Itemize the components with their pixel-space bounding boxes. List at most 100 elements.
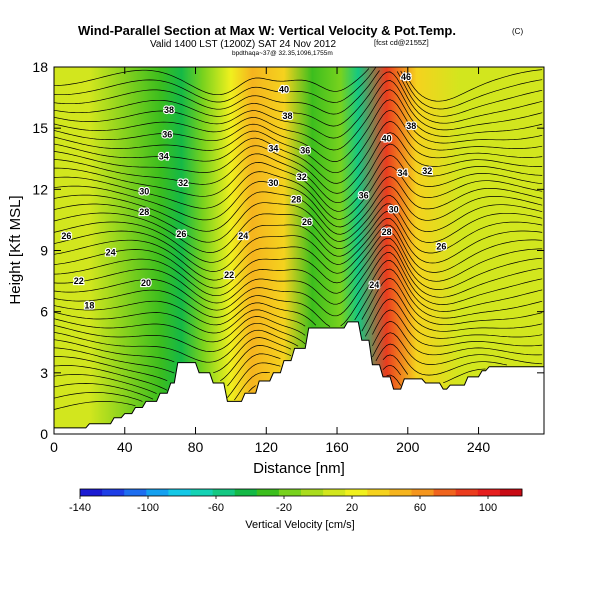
isentrope-line (54, 401, 136, 410)
colorbar-tick-label: 100 (479, 502, 497, 514)
x-tick-label: 200 (396, 439, 420, 455)
contour-label: 32 (178, 178, 188, 188)
colorbar-segment (146, 489, 169, 496)
isentrope-line (54, 224, 543, 281)
colorbar-segment (411, 489, 434, 496)
colorbar-segment (124, 489, 147, 496)
isentrope-line (54, 211, 543, 263)
x-axis-label: Distance [nm] (253, 460, 345, 477)
contour-label: 22 (224, 270, 234, 280)
colorbar-segment (433, 489, 457, 496)
contour-label: 40 (382, 133, 392, 143)
contour-label: 28 (139, 207, 149, 217)
isentrope-line (54, 217, 543, 272)
colorbar-segment (278, 489, 302, 496)
isentrope-line (54, 80, 543, 139)
title-mark: (C) (512, 27, 523, 36)
colorbar-tick-label: 60 (414, 502, 426, 514)
isentrope-line (54, 176, 543, 228)
isentrope-line (54, 143, 543, 204)
x-tick-label: 80 (188, 439, 204, 455)
isentrope-line (54, 70, 543, 117)
colorbar-segment (102, 489, 125, 496)
contour-label: 26 (302, 217, 312, 227)
y-tick-label: 15 (32, 120, 48, 136)
y-tick-label: 3 (40, 365, 48, 381)
colorbar-tick-label: -100 (137, 502, 159, 514)
y-tick-label: 18 (32, 59, 48, 75)
isentrope-line (54, 260, 543, 327)
colorbar-frame (79, 488, 523, 497)
contour-label: 30 (389, 205, 399, 215)
isentrope-line (54, 68, 543, 102)
isentrope-line (54, 237, 543, 297)
colorbar (79, 488, 523, 497)
isentrope-line (54, 195, 543, 243)
isentrope-line (54, 89, 543, 151)
contour-label: 34 (159, 152, 169, 162)
colorbar-segment (301, 489, 324, 496)
isentrope-line (54, 99, 543, 162)
colorbar-segment (477, 489, 501, 496)
isentrope-line (54, 231, 543, 289)
colorbar-segment (190, 489, 213, 496)
contour-label: 30 (139, 186, 149, 196)
contour-label: 46 (401, 72, 411, 82)
isentrope-line (54, 186, 543, 235)
colorbar-tick-label: -20 (276, 502, 292, 514)
isentrope-line (54, 120, 543, 184)
colorbar-tick-label: 20 (346, 502, 358, 514)
contour-label: 26 (436, 241, 446, 251)
isentrope-line (54, 343, 507, 387)
colorbar-segment (499, 489, 523, 496)
colorbar-segment (345, 489, 368, 496)
contour-label: 24 (106, 248, 116, 258)
x-axis-ticks: 0 40 80 120 160 200 240 (50, 67, 490, 455)
isentrope-line (54, 277, 543, 334)
contour-label: 34 (268, 144, 278, 154)
isentrope-line (54, 298, 543, 352)
colorbar-segment (168, 489, 191, 496)
isentrope-line (54, 154, 543, 212)
chart-subtitle-2: bpdthaqa~37@ 32.35,1096,1755m (232, 50, 333, 57)
isentrope-line (54, 71, 543, 127)
plot-area: 38 36 34 32 30 28 26 26 24 22 20 18 40 38 36 34 32 30 28 26… (54, 67, 544, 434)
x-tick-label: 40 (117, 439, 133, 455)
y-axis-label: Height [Kft MSL] (7, 195, 24, 304)
contour-label: 26 (176, 229, 186, 239)
contour-label: 36 (359, 191, 369, 201)
isentrope-line (54, 132, 543, 194)
colorbar-label: Vertical Velocity [cm/s] (245, 519, 354, 531)
x-tick-label: 120 (255, 439, 279, 455)
subtitle-note: [fcst cd@2155Z] (374, 38, 429, 47)
contour-label: 24 (238, 231, 248, 241)
colorbar-segment (323, 489, 346, 496)
isentrope-line (54, 287, 543, 343)
contour-label: 32 (422, 166, 432, 176)
colorbar-segment (234, 489, 258, 496)
contour-label: 20 (141, 278, 151, 288)
contour-label: 30 (268, 178, 278, 188)
isentrope-line (54, 374, 401, 400)
contour-label: 38 (406, 121, 416, 131)
contour-label: 36 (300, 146, 310, 156)
contour-label: 26 (61, 231, 71, 241)
isentrope-line (54, 165, 543, 220)
x-tick-label: 240 (467, 439, 491, 455)
x-tick-label: 160 (325, 439, 349, 455)
colorbar-ticks: -140 -100 -60 -20 20 60 100 (69, 496, 497, 514)
contour-labels: 38 36 34 32 30 28 26 26 24 22 20 18 40 38 36 34 32 30 28 26… (60, 71, 447, 312)
isentrope-line (54, 332, 543, 382)
colorbar-segment (256, 489, 280, 496)
contour-label: 38 (282, 111, 292, 121)
isentrope-line (54, 320, 543, 374)
colorbar-segment (389, 489, 412, 496)
contour-label: 22 (74, 276, 84, 286)
colorbar-tick-label: -60 (208, 502, 224, 514)
isentrope-line (54, 244, 543, 305)
y-tick-label: 0 (40, 426, 48, 442)
isentrope-line (54, 252, 543, 317)
contour-label: 28 (291, 195, 301, 205)
y-tick-label: 12 (32, 181, 48, 197)
